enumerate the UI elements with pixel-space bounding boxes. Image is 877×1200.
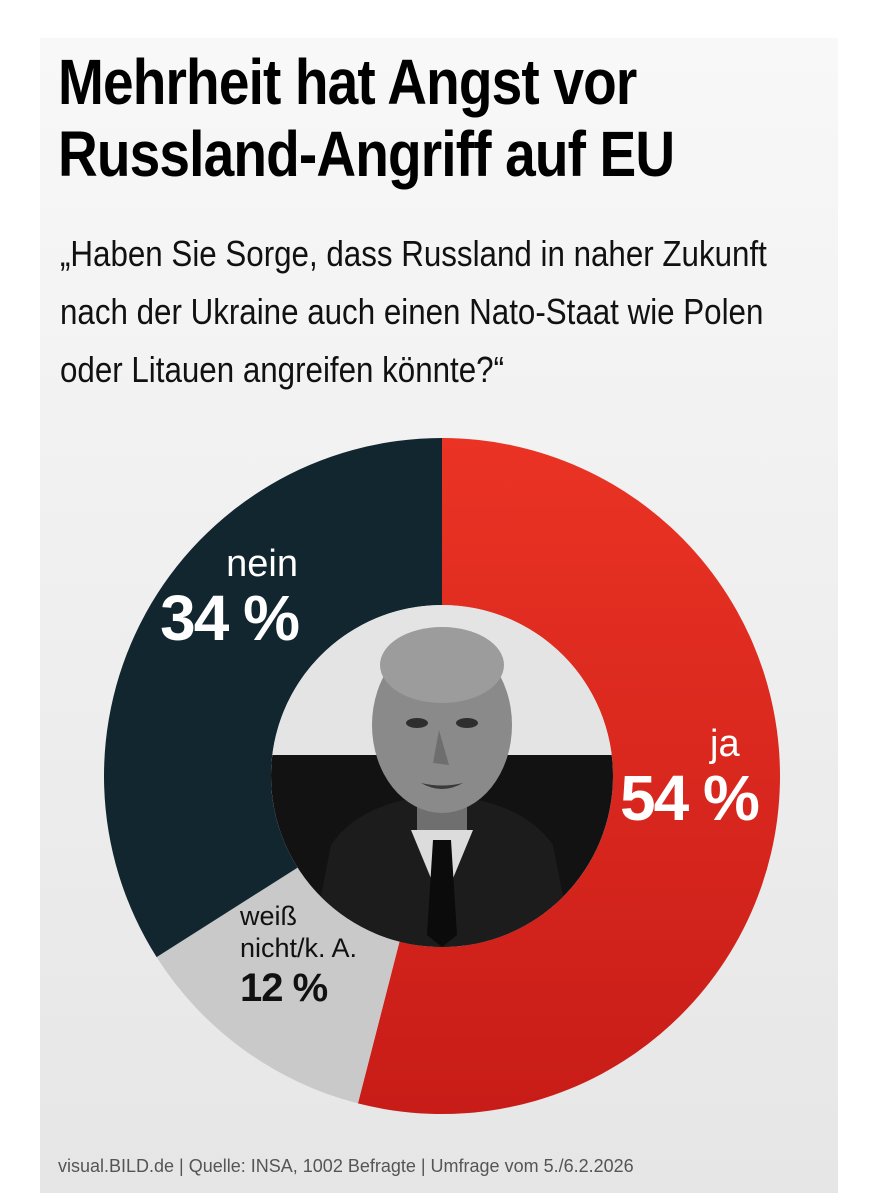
donut-slice-ja xyxy=(357,438,780,1114)
label-nein-percent: 34 % xyxy=(160,582,300,654)
headline: Mehrheit hat Angst vor Russland-Angriff … xyxy=(58,46,720,190)
label-ja-name: ja xyxy=(710,723,740,765)
headline-line-1: Mehrheit hat Angst vor xyxy=(58,46,637,118)
label-ja: ja 54 % xyxy=(620,723,760,834)
label-weiss-nicht-name-2: nicht/k. A. xyxy=(240,933,358,963)
infographic-panel: Mehrheit hat Angst vor Russland-Angriff … xyxy=(40,38,838,1193)
label-weiss-nicht-name-1: weiß xyxy=(240,901,298,931)
label-weiss-nicht-percent: 12 % xyxy=(240,966,328,1010)
question-line-3: oder Litauen angreifen könnte?“ xyxy=(60,349,505,390)
label-weiss-nicht: weiß nicht/k. A. 12 % xyxy=(240,900,357,1012)
label-nein-name: nein xyxy=(226,543,298,585)
donut-chart xyxy=(104,438,780,1114)
portrait-illustration xyxy=(271,605,613,947)
question-line-2: nach der Ukraine auch einen Nato-Staat w… xyxy=(60,291,764,332)
survey-question: „Haben Sie Sorge, dass Russland in naher… xyxy=(60,225,808,399)
portrait-photo xyxy=(271,605,613,947)
source-footer: visual.BILD.de | Quelle: INSA, 1002 Befr… xyxy=(58,1156,634,1176)
label-nein: nein 34 % xyxy=(160,543,300,654)
donut-slice-wei-nicht-k-a- xyxy=(156,867,400,1104)
headline-line-2: Russland-Angriff auf EU xyxy=(58,118,675,190)
donut-slice-nein xyxy=(104,438,442,958)
label-ja-percent: 54 % xyxy=(620,762,760,834)
question-line-1: „Haben Sie Sorge, dass Russland in naher… xyxy=(60,233,767,274)
